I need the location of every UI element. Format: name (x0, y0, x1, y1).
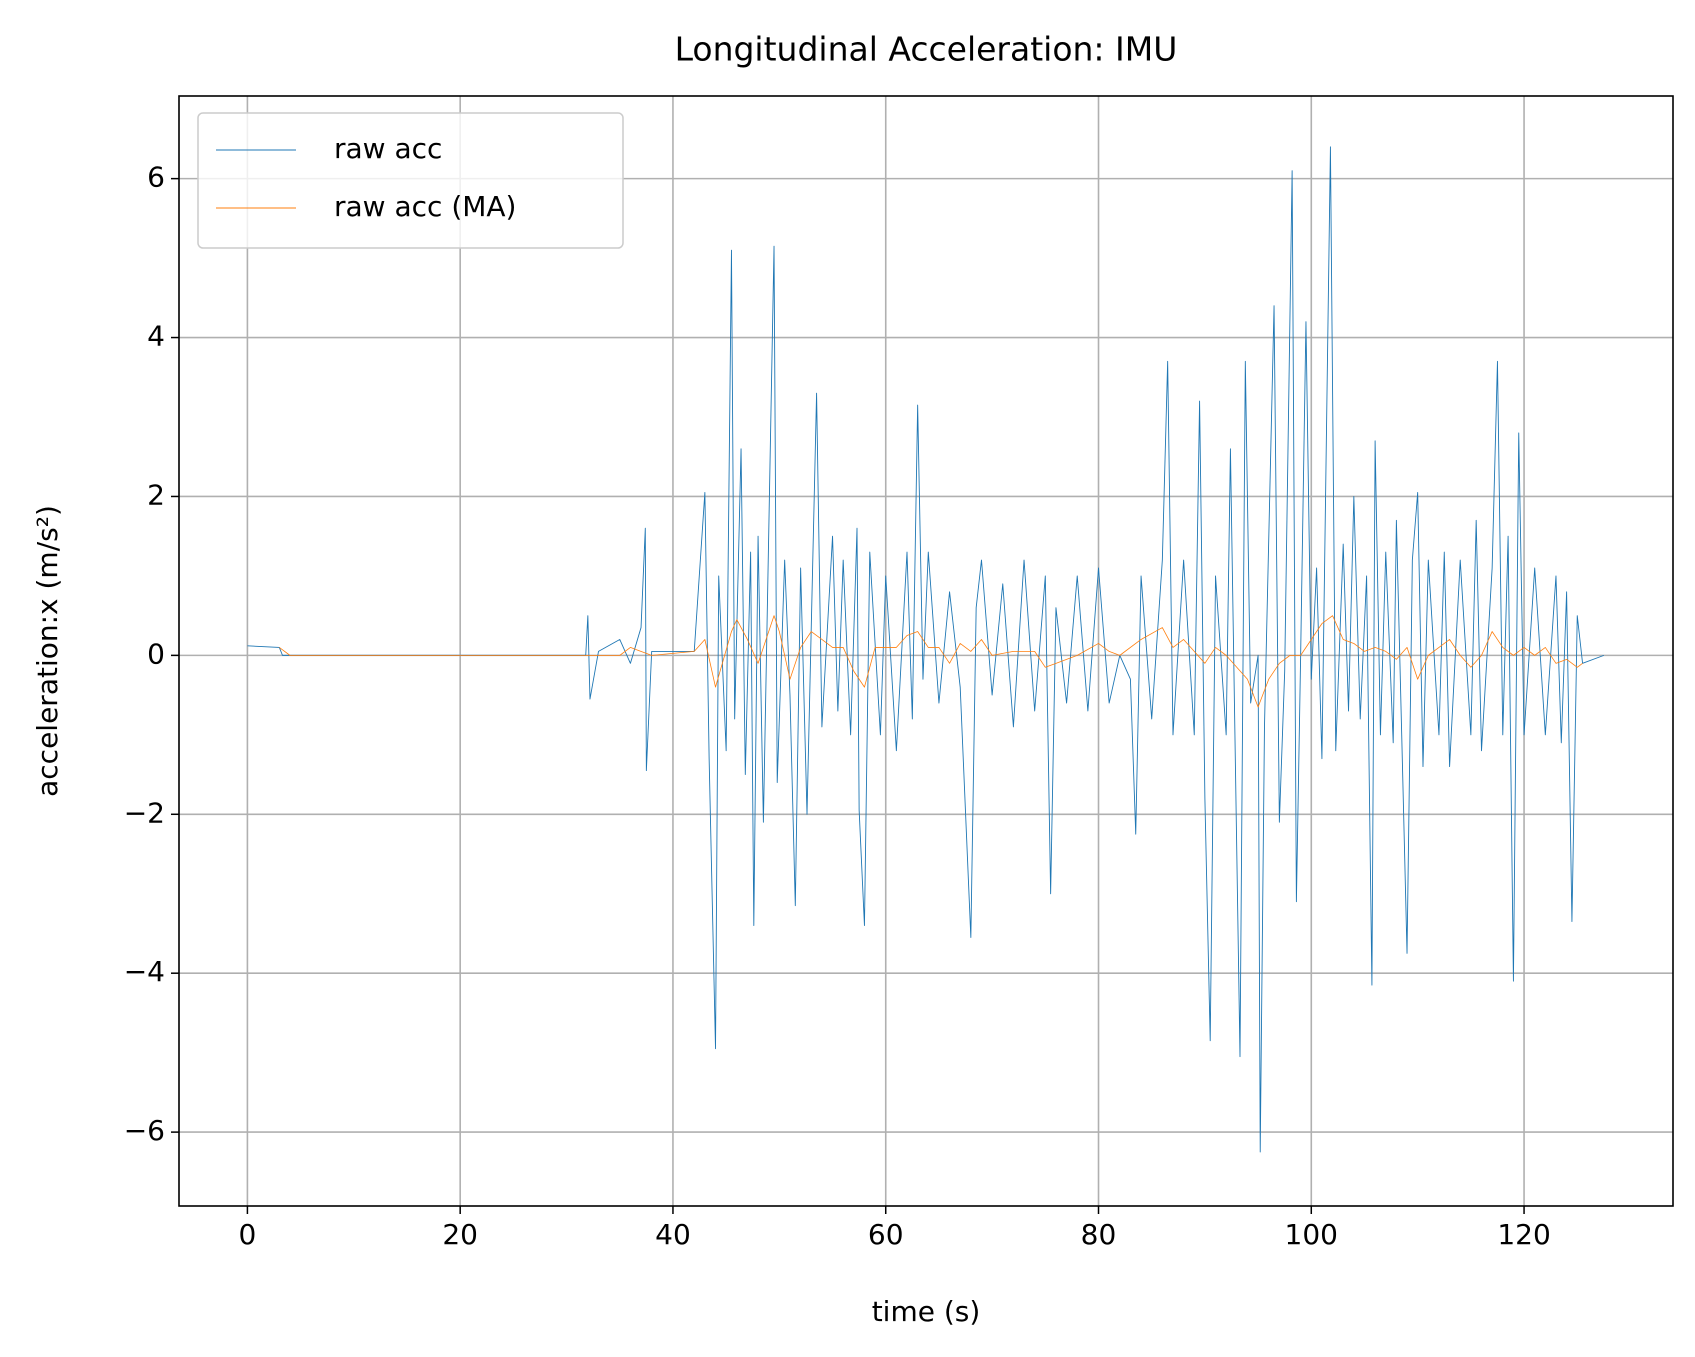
y-tick-label: −6 (124, 1114, 165, 1147)
x-tick-label: 80 (1081, 1218, 1117, 1251)
x-tick-label: 20 (442, 1218, 478, 1251)
y-axis-label: acceleration:x (m/s²) (31, 505, 64, 797)
chart-title: Longitudinal Acceleration: IMU (675, 30, 1178, 69)
data-line (247, 146, 1605, 1153)
x-tick-label: 100 (1285, 1218, 1338, 1251)
legend-label: raw acc (334, 132, 442, 165)
data-line (279, 615, 1583, 708)
x-tick-label: 0 (238, 1218, 256, 1251)
plot-frame (178, 95, 1674, 1207)
y-tick-label: 6 (147, 161, 165, 194)
y-tick-label: −2 (124, 796, 165, 829)
x-tick-label: 120 (1497, 1218, 1550, 1251)
y-tick-label: −4 (124, 955, 165, 988)
x-axis-label: time (s) (872, 1295, 981, 1328)
x-tick-label: 60 (868, 1218, 904, 1251)
legend-box (197, 112, 624, 249)
y-tick-label: 0 (147, 637, 165, 670)
y-tick-label: 4 (147, 320, 165, 353)
legend-label: raw acc (MA) (334, 190, 516, 223)
y-tick-label: 2 (147, 478, 165, 511)
x-tick-label: 40 (655, 1218, 691, 1251)
